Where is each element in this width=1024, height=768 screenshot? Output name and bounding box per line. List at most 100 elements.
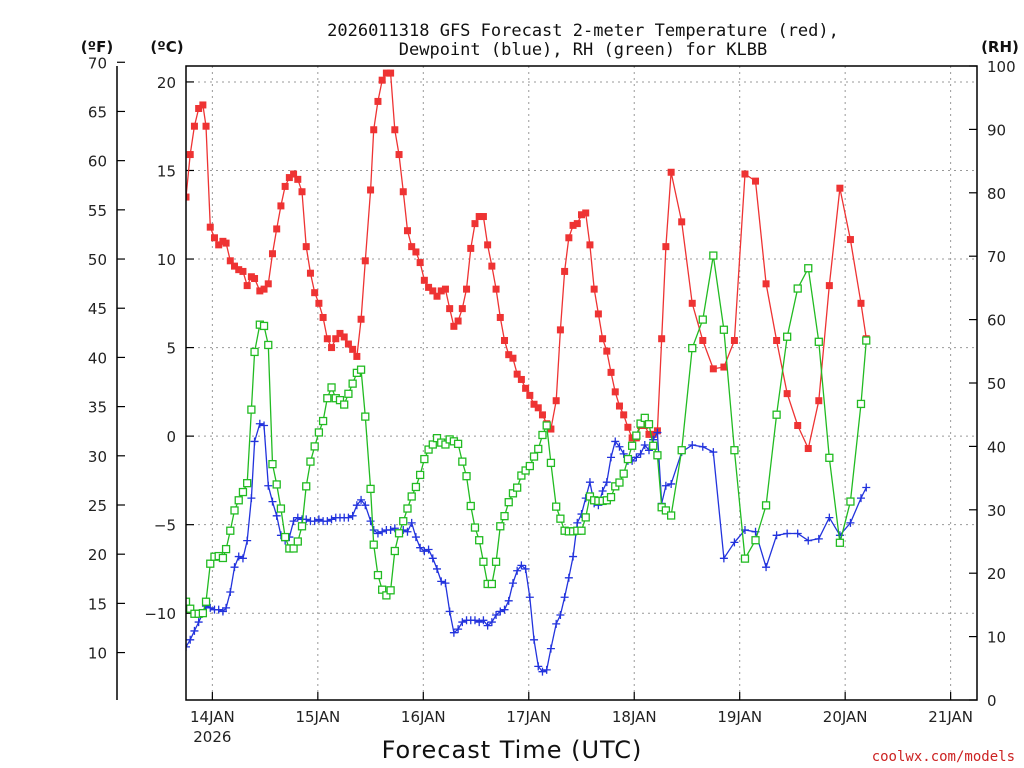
dewpoint-point <box>525 593 534 602</box>
rh-point <box>297 522 307 531</box>
dewpoint-point <box>504 596 513 605</box>
temperature-point <box>857 299 865 307</box>
temperature-point <box>222 239 230 247</box>
dewpoint-point <box>475 618 484 627</box>
dewpoint-point <box>500 605 509 614</box>
dewpoint-point <box>585 478 594 487</box>
temperature-point <box>479 213 487 221</box>
temperature-point <box>730 336 738 344</box>
rh-point <box>415 470 425 480</box>
rh-point <box>394 529 404 538</box>
temperature-point <box>611 388 619 396</box>
rh-point <box>856 399 866 409</box>
temperature-point <box>437 287 445 295</box>
temperature-point <box>607 368 615 376</box>
dewpoint-point <box>636 449 645 458</box>
rh-point <box>496 522 505 531</box>
rh-point <box>640 413 649 423</box>
rh-point <box>335 395 345 405</box>
rh-point <box>470 523 480 532</box>
rh-point <box>475 536 484 545</box>
rh-point <box>751 536 760 545</box>
rh-point <box>542 421 551 430</box>
temperature-point <box>825 282 833 290</box>
dewpoint-point <box>247 494 256 503</box>
rh-point <box>709 251 718 260</box>
dewpoint-point <box>411 533 420 542</box>
dewpoint-point <box>556 610 565 619</box>
dewpoint-point <box>762 563 771 572</box>
rh-point <box>862 336 871 345</box>
rh-point <box>428 440 437 449</box>
rh-point <box>688 343 697 353</box>
series-layer <box>186 69 871 676</box>
dewpoint-point <box>483 621 492 630</box>
temperature-point <box>450 322 458 330</box>
dewpoint-point <box>719 554 728 563</box>
fahrenheit-unit-label: (ºF) <box>81 38 113 56</box>
rh-point <box>835 538 845 547</box>
rh-point <box>268 460 277 469</box>
dewpoint-point <box>206 603 215 612</box>
rh-point <box>666 511 676 520</box>
dewpoint-point <box>653 428 662 437</box>
dewpoint-point <box>454 625 463 634</box>
temperature-point <box>273 225 281 233</box>
rh-point <box>521 466 530 475</box>
dewpoint-point <box>534 662 543 671</box>
temperature-point <box>488 262 496 270</box>
temperature-point <box>378 76 386 84</box>
rh-point <box>740 554 750 563</box>
temperature-point <box>285 174 293 182</box>
dewpoint-point <box>632 453 641 462</box>
rh-point <box>386 586 395 595</box>
x-tick-label: 21JAN <box>928 708 973 726</box>
dewpoint-point <box>238 554 247 563</box>
dewpoint-point <box>243 536 252 545</box>
temperature-point <box>547 425 555 433</box>
dewpoint-point <box>783 529 792 538</box>
chart-title-line1: 2026011318 GFS Forecast 2-meter Temperat… <box>327 21 839 41</box>
rh-point <box>719 325 729 334</box>
dewpoint-point <box>186 635 195 644</box>
fahrenheit-tick-label: 30 <box>88 448 107 466</box>
temperature-point <box>815 397 823 405</box>
temperature-point <box>408 243 416 251</box>
fahrenheit-tick-label: 35 <box>88 399 107 417</box>
rh-point <box>534 444 543 454</box>
rh-point <box>581 513 590 522</box>
dewpoint-point <box>538 667 547 676</box>
rh-point <box>653 451 662 460</box>
rh-series <box>186 251 871 618</box>
dewpoint-point <box>492 610 501 619</box>
temperature-point <box>260 285 268 293</box>
rh-point <box>411 482 421 492</box>
rh-point <box>846 497 855 506</box>
temperature-point <box>302 243 310 251</box>
x-tick-label: 15JAN <box>295 708 340 726</box>
temperature-point <box>206 223 214 231</box>
dewpoint-point <box>508 579 517 588</box>
rh-tick-label: 90 <box>987 121 1006 139</box>
rh-tick-label: 60 <box>987 312 1006 330</box>
celsius-tick-label: 10 <box>157 251 176 269</box>
temperature-point <box>496 313 504 321</box>
temperature-point <box>399 188 407 196</box>
rh-point <box>661 506 671 515</box>
dewpoint-point <box>814 534 823 543</box>
dewpoint-point <box>260 421 269 430</box>
rh-point <box>615 478 624 487</box>
axes-layer <box>116 65 978 701</box>
x-tick-label: 17JAN <box>506 708 551 726</box>
rh-point <box>289 544 298 553</box>
rh-point <box>323 394 332 403</box>
temperature-point <box>243 282 251 290</box>
rh-point <box>441 440 450 449</box>
fahrenheit-tick-label: 60 <box>88 153 107 171</box>
rh-point <box>264 340 273 350</box>
temperature-point <box>526 391 534 399</box>
dewpoint-point <box>390 524 399 533</box>
temperature-point <box>315 299 323 307</box>
rh-tick-label: 30 <box>987 502 1006 520</box>
dewpoint-point <box>615 442 624 451</box>
